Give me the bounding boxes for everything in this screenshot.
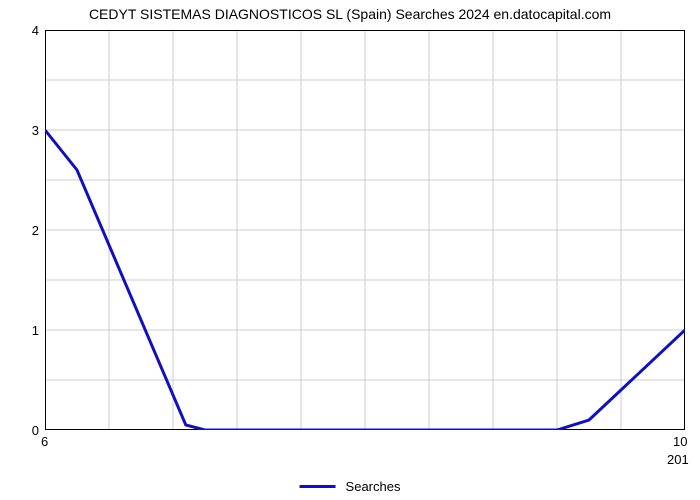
chart-plot bbox=[45, 30, 685, 430]
legend-line-icon bbox=[300, 485, 336, 488]
y-tick-label: 1 bbox=[32, 323, 39, 338]
x-sublabel-right: 201 bbox=[667, 452, 689, 467]
legend-label: Searches bbox=[346, 479, 401, 494]
y-tick-label: 3 bbox=[32, 123, 39, 138]
y-tick-label: 2 bbox=[32, 223, 39, 238]
chart-title: CEDYT SISTEMAS DIAGNOSTICOS SL (Spain) S… bbox=[0, 6, 700, 22]
legend: Searches bbox=[300, 479, 401, 494]
y-tick-label: 0 bbox=[32, 423, 39, 438]
y-tick-label: 4 bbox=[32, 23, 39, 38]
x-tick-label-right: 10 bbox=[673, 434, 687, 449]
chart-container: CEDYT SISTEMAS DIAGNOSTICOS SL (Spain) S… bbox=[0, 0, 700, 500]
x-tick-label-left: 6 bbox=[41, 434, 48, 449]
